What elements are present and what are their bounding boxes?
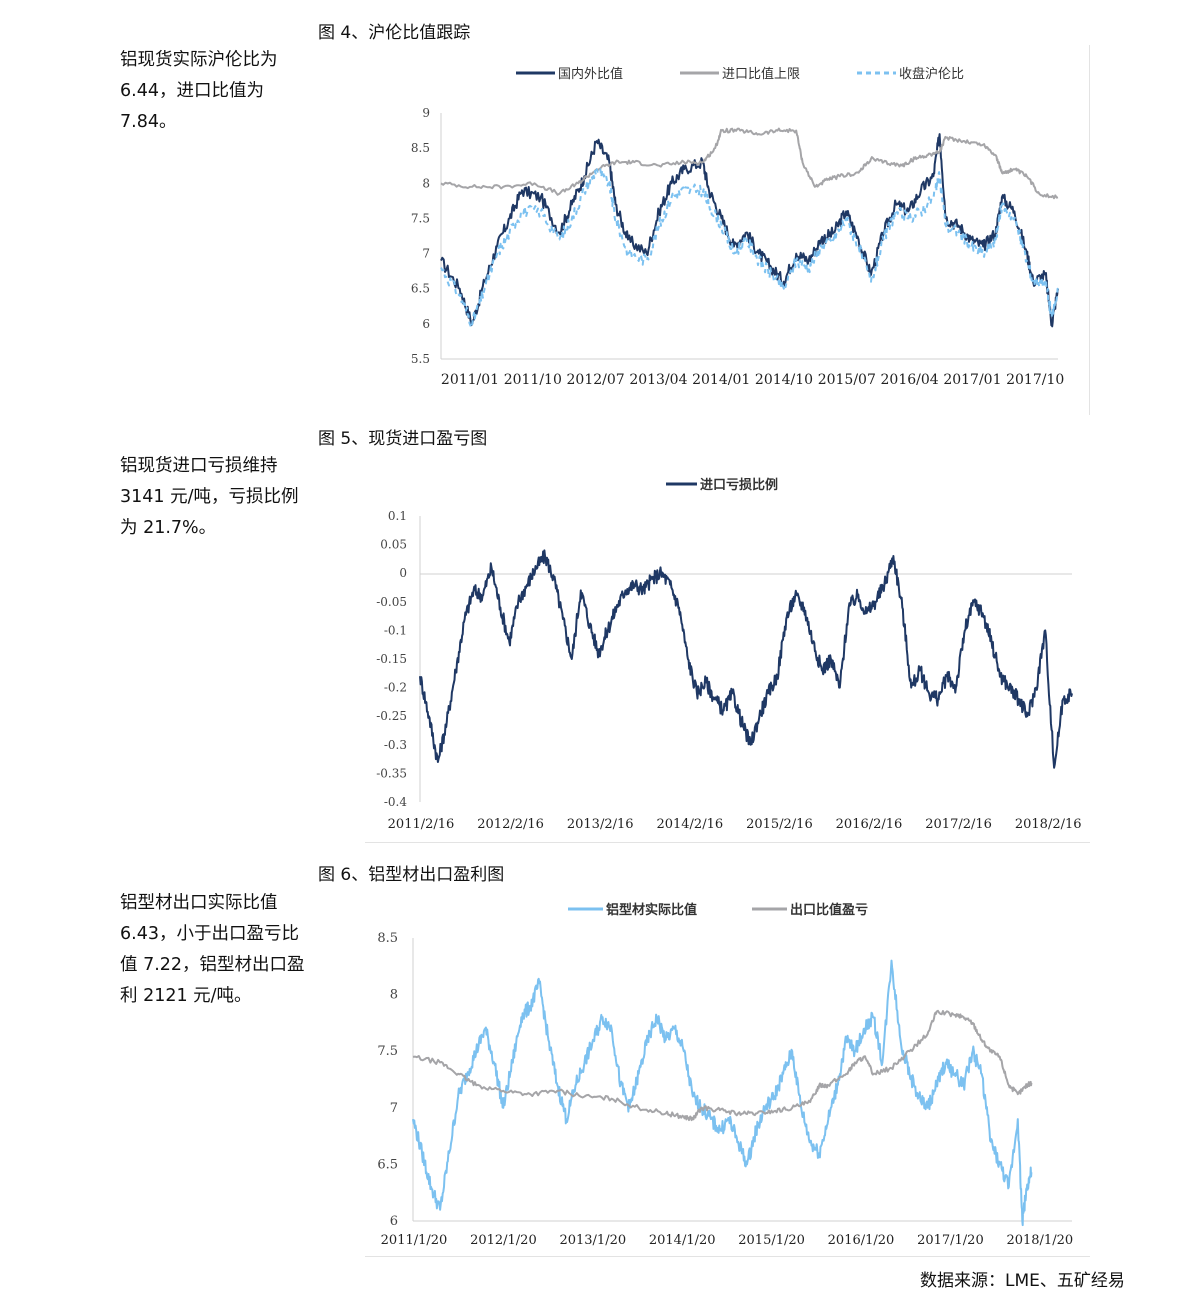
fig5-x-tick: 2011/2/16	[388, 817, 455, 832]
fig6-series-line	[412, 959, 1033, 1227]
fig6-y-tick: 8.5	[377, 931, 398, 946]
fig6-y-tick: 7.5	[377, 1044, 398, 1059]
fig4-x-tick: 2014/01	[692, 372, 750, 388]
fig4-legend-label: 国内外比值	[558, 66, 623, 82]
fig5-y-tick: -0.2	[384, 681, 407, 695]
fig4-x-tick: 2013/04	[629, 372, 687, 388]
fig6-x-tick: 2012/1/20	[470, 1233, 537, 1248]
chart-fig4: 国内外比值 进口比值上限 收盘沪伦比 5.5 6 6.5 7 7.5 8 8.5…	[411, 66, 1064, 388]
fig4-series-line	[440, 167, 1059, 329]
fig4-frame-line	[1089, 45, 1090, 415]
fig5-series-group	[419, 549, 1073, 769]
fig5-legend-label: 进口亏损比例	[700, 477, 778, 493]
fig5-x-tick: 2015/2/16	[746, 817, 813, 832]
fig5-x-tick: 2018/2/16	[1015, 817, 1082, 832]
fig5-y-tick: -0.1	[384, 623, 407, 637]
fig6-x-tick: 2016/1/20	[828, 1233, 895, 1248]
fig4-y-tick: 5.5	[411, 352, 430, 366]
fig5-y-tick: -0.3	[384, 738, 407, 752]
fig4-note-line: 铝现货实际沪伦比为	[120, 50, 278, 70]
fig4-legend: 国内外比值 进口比值上限 收盘沪伦比	[516, 66, 964, 82]
fig6-x-tick: 2014/1/20	[649, 1233, 716, 1248]
fig4-series-line	[440, 133, 1059, 328]
fig6-note-line: 铝型材出口实际比值	[120, 893, 278, 913]
fig4-y-tick: 7.5	[411, 211, 430, 225]
fig6-y-ticks: 6 6.5 7 7.5 8 8.5	[377, 931, 398, 1229]
fig6-legend: 铝型材实际比值 出口比值盈亏	[568, 902, 868, 918]
fig4-series-group	[440, 127, 1059, 329]
fig4-x-tick: 2017/10	[1006, 372, 1064, 388]
fig5-y-tick: 0	[399, 566, 407, 580]
fig4-y-tick: 9	[422, 106, 430, 120]
fig5-y-tick: 0.1	[388, 509, 407, 523]
fig6-y-tick: 6	[390, 1214, 398, 1229]
fig5-y-tick: -0.25	[376, 709, 407, 723]
fig5-bottom-rule	[365, 842, 1090, 843]
chart-fig6: 铝型材实际比值 出口比值盈亏 6 6.5 7 7.5 8 8.5 2011/1/…	[377, 902, 1073, 1248]
fig6-y-tick: 8	[390, 988, 398, 1003]
fig6-x-tick: 2015/1/20	[738, 1233, 805, 1248]
fig6-bottom-rule	[365, 1256, 1090, 1257]
fig6-series-line	[412, 1009, 1033, 1122]
fig6-x-tick: 2018/1/20	[1006, 1233, 1073, 1248]
fig5-caption: 图 5、现货进口盈亏图	[318, 429, 488, 449]
fig4-x-tick: 2016/04	[881, 372, 939, 388]
fig4-note: 铝现货实际沪伦比为 6.44，进口比值为 7.84。	[120, 45, 310, 138]
fig4-x-ticks: 2011/01 2011/10 2012/07 2013/04 2014/01 …	[441, 372, 1064, 388]
fig6-note-line: 值 7.22，铝型材出口盈	[120, 955, 305, 975]
fig4-x-tick: 2011/01	[441, 372, 499, 388]
fig4-note-line: 7.84。	[120, 112, 177, 132]
fig4-caption: 图 4、沪伦比值跟踪	[318, 23, 471, 43]
fig5-x-ticks: 2011/2/16 2012/2/16 2013/2/16 2014/2/16 …	[388, 817, 1082, 832]
fig4-x-tick: 2015/07	[818, 372, 876, 388]
fig6-x-ticks: 2011/1/20 2012/1/20 2013/1/20 2014/1/20 …	[381, 1233, 1073, 1248]
fig4-series-line	[440, 127, 1059, 200]
fig4-y-tick: 8.5	[411, 141, 430, 155]
fig5-y-ticks: -0.4 -0.35 -0.3 -0.25 -0.2 -0.15 -0.1 -0…	[376, 509, 407, 809]
fig4-y-tick: 8	[422, 176, 430, 190]
fig5-note: 铝现货进口亏损维持 3141 元/吨，亏损比例 为 21.7%。	[120, 451, 310, 544]
fig5-note-line: 3141 元/吨，亏损比例	[120, 487, 299, 507]
data-source: 数据来源：LME、五矿经易	[920, 1271, 1125, 1291]
fig6-caption: 图 6、铝型材出口盈利图	[318, 865, 505, 885]
fig4-legend-label: 进口比值上限	[722, 66, 800, 82]
fig5-x-tick: 2016/2/16	[836, 817, 903, 832]
fig4-x-tick: 2014/10	[755, 372, 813, 388]
fig5-y-tick: 0.05	[380, 538, 407, 552]
fig6-y-tick: 6.5	[377, 1157, 398, 1172]
fig5-x-tick: 2017/2/16	[925, 817, 992, 832]
fig4-y-tick: 6	[422, 317, 430, 331]
fig6-x-tick: 2013/1/20	[559, 1233, 626, 1248]
fig4-note-line: 6.44，进口比值为	[120, 81, 264, 101]
fig6-y-tick: 7	[390, 1101, 398, 1116]
fig4-x-tick: 2012/07	[567, 372, 625, 388]
fig4-x-tick: 2011/10	[504, 372, 562, 388]
fig5-y-tick: -0.15	[376, 652, 407, 666]
fig6-series-group	[412, 959, 1033, 1227]
fig4-legend-label: 收盘沪伦比	[899, 66, 964, 82]
fig5-x-tick: 2013/2/16	[567, 817, 634, 832]
fig5-series-line	[419, 549, 1073, 769]
fig5-y-tick: -0.35	[376, 766, 407, 780]
fig5-y-tick: -0.4	[384, 795, 408, 809]
fig4-x-tick: 2017/01	[943, 372, 1001, 388]
fig5-y-tick: -0.05	[376, 595, 407, 609]
fig5-x-tick: 2014/2/16	[656, 817, 723, 832]
fig6-x-tick: 2017/1/20	[917, 1233, 984, 1248]
fig6-note-line: 6.43，小于出口盈亏比	[120, 924, 299, 944]
fig4-y-ticks: 5.5 6 6.5 7 7.5 8 8.5 9	[411, 106, 430, 366]
chart-fig5: 进口亏损比例 -0.4 -0.35 -0.3 -0.25 -0.2 -0.15 …	[376, 477, 1081, 832]
fig4-y-tick: 7	[422, 247, 430, 261]
fig6-x-tick: 2011/1/20	[381, 1233, 448, 1248]
fig6-note-line: 利 2121 元/吨。	[120, 986, 252, 1006]
fig5-note-line: 铝现货进口亏损维持	[120, 456, 278, 476]
fig5-note-line: 为 21.7%。	[120, 518, 217, 538]
fig5-x-tick: 2012/2/16	[477, 817, 544, 832]
fig6-legend-label: 出口比值盈亏	[790, 902, 868, 918]
fig6-legend-label: 铝型材实际比值	[606, 902, 697, 918]
fig6-note: 铝型材出口实际比值 6.43，小于出口盈亏比 值 7.22，铝型材出口盈 利 2…	[120, 888, 310, 1012]
fig5-legend: 进口亏损比例	[666, 477, 778, 493]
fig4-y-tick: 6.5	[411, 282, 430, 296]
